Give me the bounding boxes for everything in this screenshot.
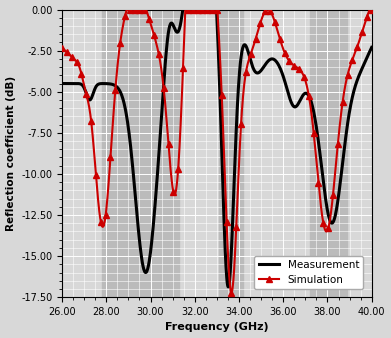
Legend: Measurement, Simulation: Measurement, Simulation [255,256,363,289]
Measurement [240,46,245,50]
Measurement [327,217,332,221]
Measurement [248,59,253,63]
Line: Measurement: Measurement [62,9,372,287]
Measurement [226,285,231,289]
Measurement [79,82,83,86]
X-axis label: Frequency (GHz): Frequency (GHz) [165,322,269,333]
Measurement [258,70,262,74]
Bar [219,9,244,297]
Bar [102,9,179,297]
Measurement [181,7,185,11]
Y-axis label: Reflection coefficient (dB): Reflection coefficient (dB) [5,76,16,231]
Bar [310,9,347,297]
Measurement [369,45,374,49]
Measurement [295,103,300,107]
Measurement [60,81,65,86]
